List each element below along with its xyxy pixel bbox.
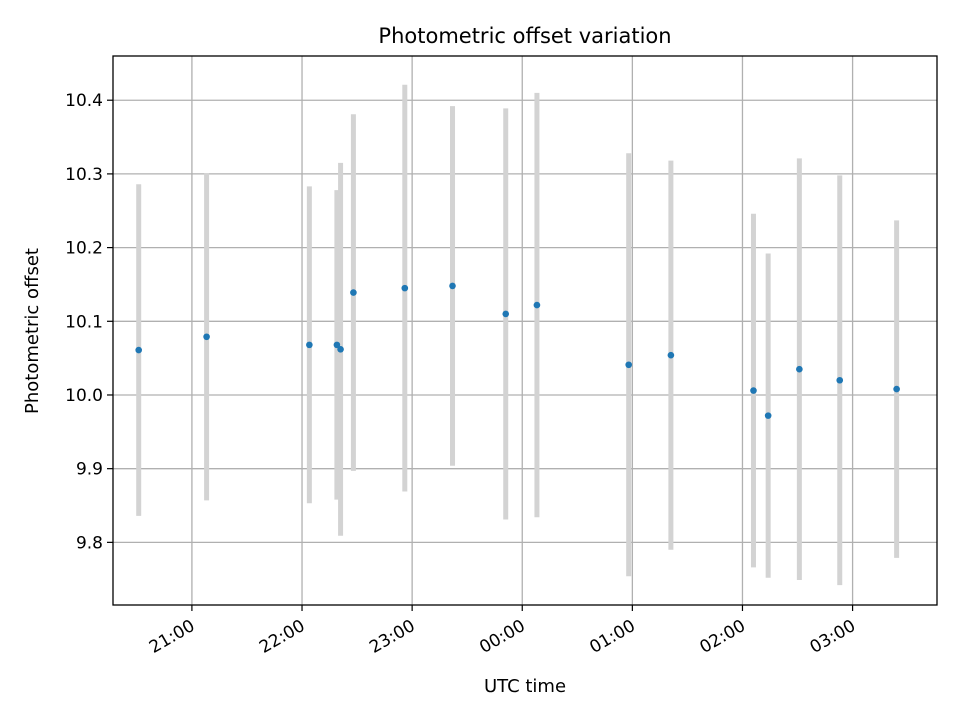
plot-frame	[112, 55, 938, 606]
y-tick-label: 10.1	[65, 312, 103, 332]
x-tick-label: 23:00	[366, 616, 418, 658]
data-point	[667, 351, 675, 359]
data-point	[836, 376, 844, 384]
data-point	[750, 387, 757, 394]
data-point	[893, 385, 900, 393]
data-point	[401, 284, 409, 292]
x-tick-label: 02:00	[697, 616, 749, 658]
data-points	[135, 282, 900, 419]
x-tick-label: 21:00	[146, 616, 198, 658]
error-bars	[136, 84, 900, 586]
y-tick-label: 10.3	[65, 165, 103, 185]
data-point	[337, 345, 344, 353]
data-point	[449, 282, 456, 290]
data-point	[135, 346, 142, 354]
data-point	[764, 412, 772, 419]
x-axis-label: UTC time	[484, 676, 566, 697]
y-axis-ticks: 9.8 9.9 10.0 10.1 10.2 10.3 10.4	[65, 91, 113, 553]
y-tick-label: 10.0	[65, 386, 103, 406]
data-point	[502, 310, 510, 318]
data-point	[333, 341, 341, 349]
x-axis-ticks: 21:00 22:00 23:00 00:00 01:00 02:00 03:00	[146, 605, 859, 658]
x-tick-label: 22:00	[256, 616, 308, 658]
grid-lines	[113, 56, 937, 605]
data-point	[533, 301, 541, 309]
x-tick-label: 03:00	[807, 616, 859, 658]
x-tick-label: 01:00	[586, 616, 638, 658]
y-tick-label: 10.2	[65, 239, 103, 259]
data-point	[796, 365, 803, 373]
y-axis-label: Photometric offset	[22, 248, 43, 414]
y-tick-label: 9.9	[76, 460, 103, 480]
x-tick-label: 00:00	[476, 616, 528, 658]
y-tick-label: 9.8	[76, 533, 103, 553]
y-tick-label: 10.4	[65, 91, 103, 111]
data-point	[306, 341, 313, 349]
data-point	[625, 361, 632, 369]
chart-title: Photometric offset variation	[378, 24, 671, 48]
data-point	[350, 289, 357, 296]
data-point	[203, 333, 210, 341]
